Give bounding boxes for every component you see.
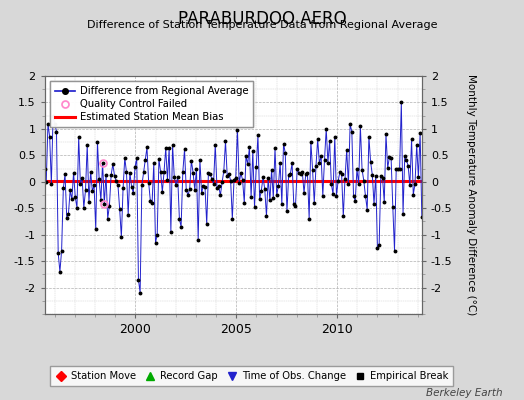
Text: Difference of Station Temperature Data from Regional Average: Difference of Station Temperature Data f… (87, 20, 437, 30)
Legend: Difference from Regional Average, Quality Control Failed, Estimated Station Mean: Difference from Regional Average, Qualit… (50, 81, 253, 127)
Legend: Station Move, Record Gap, Time of Obs. Change, Empirical Break: Station Move, Record Gap, Time of Obs. C… (50, 366, 453, 386)
Text: PARABURDOO AERO: PARABURDOO AERO (178, 10, 346, 28)
Y-axis label: Monthly Temperature Anomaly Difference (°C): Monthly Temperature Anomaly Difference (… (466, 74, 476, 316)
Text: Berkeley Earth: Berkeley Earth (427, 388, 503, 398)
